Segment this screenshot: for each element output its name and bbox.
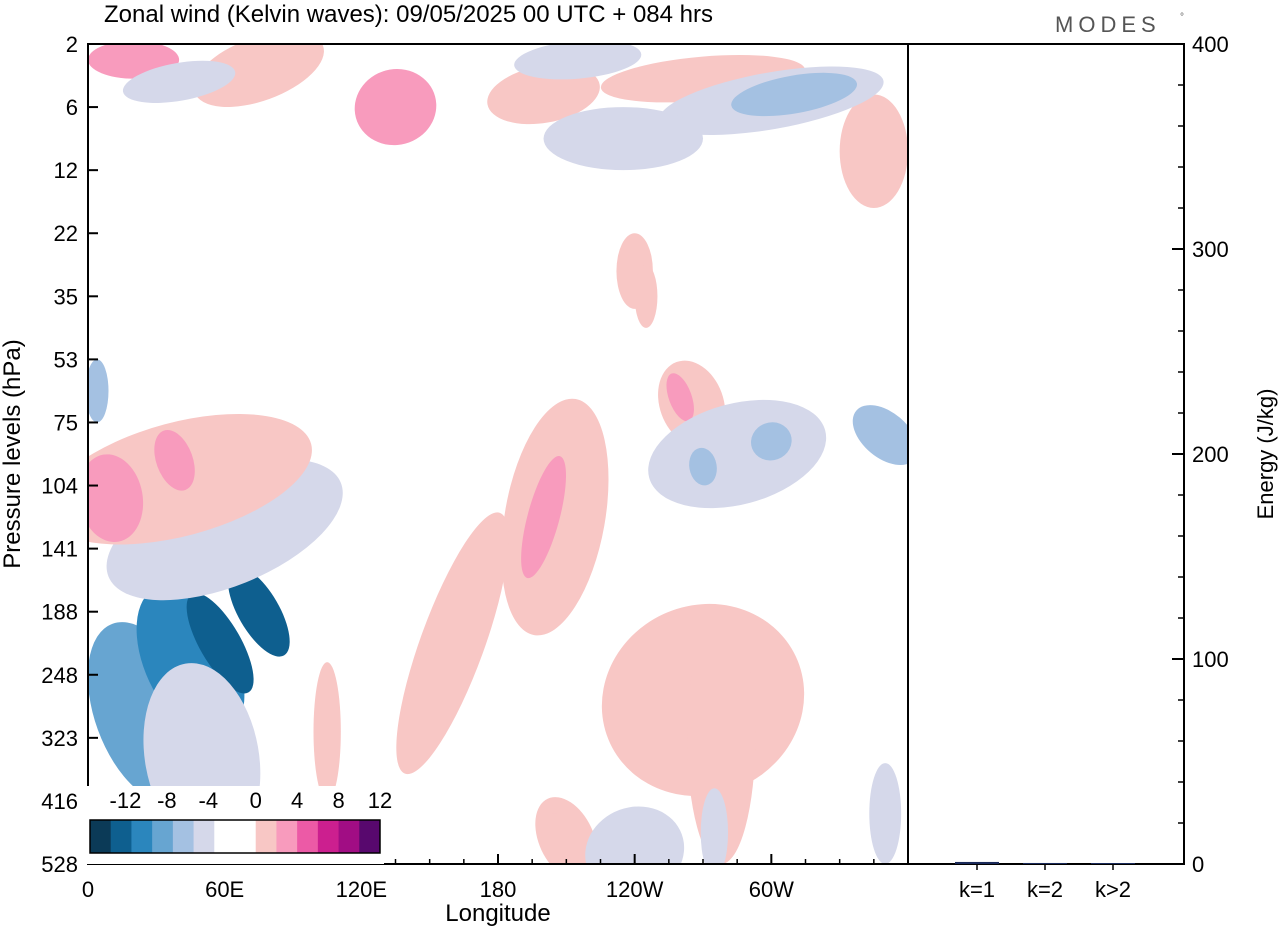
y-tick-label: 248	[41, 663, 78, 688]
colorbar-label: 4	[291, 788, 303, 813]
energy-tick-label: 0	[1192, 852, 1204, 877]
y-axis-label: Pressure levels (hPa)	[0, 339, 26, 568]
colorbar-label: -4	[199, 788, 219, 813]
energy-tick-label: 400	[1192, 32, 1229, 57]
colorbar-swatch	[214, 820, 236, 853]
x-tick-label: 120E	[336, 877, 387, 902]
energy-bar-k=1	[955, 861, 999, 864]
colorbar-swatch	[110, 820, 132, 853]
y-tick-label: 323	[41, 726, 78, 751]
anomaly-region-neg-23	[852, 405, 908, 466]
colorbar-label: 8	[332, 788, 344, 813]
anomaly-region-neg-2	[186, 593, 254, 694]
y-tick-label: 75	[54, 410, 78, 435]
energy-panel-frame	[907, 43, 1185, 865]
anomaly-region-pos-29	[487, 64, 600, 125]
colorbar-label: -8	[157, 788, 177, 813]
x-axis-label: Longitude	[445, 900, 550, 927]
colorbar-swatch	[172, 820, 195, 853]
modes-logo: MODES	[1055, 12, 1161, 37]
colorbar-swatch	[359, 820, 381, 853]
y-tick-label: 22	[54, 221, 78, 246]
longitude-axis: 0 60E 120E 180 120W 60W	[82, 854, 875, 902]
anomaly-region-pos-11	[521, 456, 566, 579]
x-tick-label: 60E	[205, 877, 244, 902]
energy-bars: k=1 k=2 k>2	[955, 861, 1135, 902]
anomaly-region-neg-38	[88, 359, 109, 423]
anomaly-region-pos-37	[634, 264, 658, 328]
y-tick-label: 141	[41, 537, 78, 562]
colorbar-swatch	[338, 820, 360, 853]
anomaly-region-neg-22	[689, 447, 717, 486]
colorbar-swatch	[90, 820, 112, 853]
colorbar-swatch	[152, 820, 174, 853]
colorbar-label: 0	[250, 788, 262, 813]
energy-tick-label: 300	[1192, 237, 1229, 262]
y-tick-label: 6	[66, 95, 78, 120]
anomaly-region-pos-31	[839, 94, 908, 208]
anomaly-region-pos-41	[541, 813, 569, 852]
colorbar-swatch	[297, 820, 319, 853]
anomaly-region-pos-16	[666, 373, 694, 422]
anomaly-region-neg-40	[869, 763, 902, 864]
modes-logo-mark: °	[1180, 12, 1189, 23]
colorbar: -12 -8 -4 0 4 8 12	[86, 786, 392, 864]
colorbar-swatch	[276, 820, 298, 853]
anomaly-region-pos-9	[154, 430, 195, 491]
colorbar-swatch	[317, 820, 340, 853]
y-tick-label: 416	[41, 789, 78, 814]
energy-tick-label: 100	[1192, 647, 1229, 672]
energy-bar-k>2	[1091, 863, 1135, 864]
colorbar-frame	[89, 819, 381, 854]
x-tick-label: 120W	[606, 877, 664, 902]
energy-category-label: k>2	[1095, 877, 1131, 902]
x-tick-label: 60W	[749, 877, 794, 902]
anomaly-region-neg-36	[122, 60, 236, 103]
y-tick-label: 2	[66, 32, 78, 57]
chart-title: Zonal wind (Kelvin waves): 09/05/2025 00…	[104, 1, 713, 28]
x-tick-label: 180	[480, 877, 517, 902]
anomaly-region-neg-3	[227, 566, 290, 657]
colorbar-swatch	[193, 820, 215, 853]
anomaly-region-pos-27	[193, 44, 324, 107]
energy-tick-label: 200	[1192, 442, 1229, 467]
energy-bar-k=2	[1023, 862, 1067, 864]
anomaly-region-neg-21	[751, 422, 792, 461]
colorbar-swatch	[235, 820, 257, 853]
x-tick-label: 0	[82, 877, 94, 902]
colorbar-label: -12	[110, 788, 142, 813]
anomaly-region-pos-28	[354, 69, 437, 146]
anomaly-region-pos-18	[313, 662, 341, 801]
energy-axis: 0 100 200 300 400	[1172, 32, 1229, 877]
colorbar-swatch	[255, 820, 277, 853]
energy-category-label: k=1	[959, 877, 995, 902]
anomaly-region-pos-12	[396, 512, 509, 775]
y-tick-label: 188	[41, 600, 78, 625]
energy-category-label: k=2	[1027, 877, 1063, 902]
wind-anomaly-field	[88, 44, 908, 864]
y-tick-label: 35	[54, 284, 78, 309]
y-tick-label: 53	[54, 347, 78, 372]
anomaly-region-neg-24	[700, 788, 729, 864]
colorbar-label: 12	[368, 788, 392, 813]
anomaly-region-pos-8	[88, 454, 144, 542]
colorbar-swatch	[131, 820, 153, 853]
anomaly-region-neg-25	[585, 806, 685, 864]
anomaly-region-neg-34	[731, 72, 858, 117]
y-tick-label: 528	[41, 852, 78, 877]
anomaly-region-neg-5	[106, 459, 343, 601]
anomaly-region-neg-35	[543, 107, 703, 171]
y-tick-label: 104	[41, 474, 78, 499]
pressure-axis: 2 6 12 22 35 53 75 104 141 188 248 323 416 528	[41, 32, 98, 877]
y-tick-label: 12	[54, 158, 78, 183]
energy-axis-label: Energy (J/kg)	[1253, 389, 1278, 520]
anomaly-region-neg-32	[514, 44, 642, 80]
anomaly-region-pos-14	[687, 611, 756, 864]
